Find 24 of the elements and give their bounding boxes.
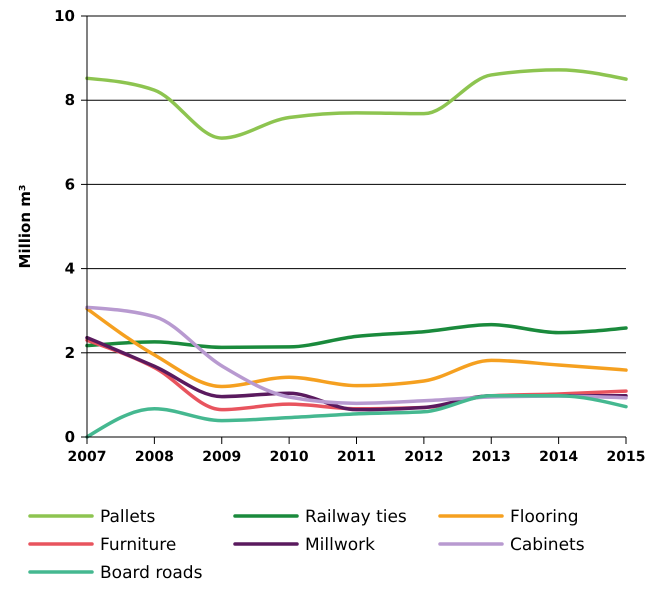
legend-label: Flooring [510, 507, 579, 527]
x-tick-label: 2012 [404, 449, 444, 465]
x-tick-label: 2015 [606, 449, 646, 465]
line-series [85, 322, 628, 350]
x-tick-label: 2010 [270, 449, 309, 465]
y-axis-title: Million m³ [16, 184, 34, 268]
y-tick-label: 4 [64, 260, 75, 278]
y-tick-label: 0 [64, 428, 75, 446]
legend-label: Furniture [100, 535, 176, 555]
legend-label: Cabinets [510, 535, 585, 555]
x-tick-label: 2011 [337, 449, 376, 465]
x-tick-label: 2007 [68, 449, 106, 465]
y-tick-label: 10 [54, 7, 75, 25]
x-tick-label: 2013 [472, 449, 511, 465]
y-tick-label: 8 [64, 91, 75, 110]
x-tick-label: 2008 [134, 449, 174, 465]
y-tick-label: 2 [64, 344, 75, 362]
x-tick-label: 2014 [539, 449, 578, 465]
legend-label: Board roads [100, 563, 203, 583]
legend-label: Pallets [100, 507, 156, 527]
x-tick-label: 2009 [202, 449, 242, 465]
legend-label: Railway ties [305, 507, 407, 527]
legend-label: Millwork [305, 535, 376, 555]
y-tick-label: 6 [64, 175, 75, 194]
